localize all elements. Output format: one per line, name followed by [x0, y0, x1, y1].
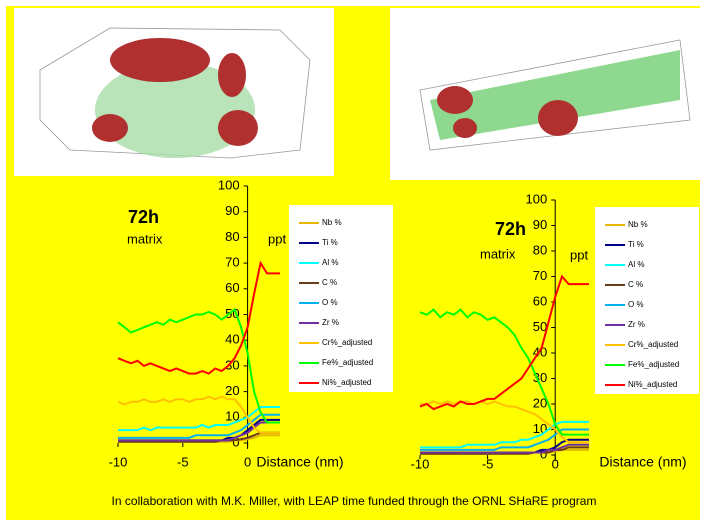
legend-label: Ni%_adjusted [628, 380, 677, 389]
y-tick-label: 80 [225, 229, 239, 244]
legend-label: Al % [322, 258, 338, 267]
x-axis-label: Distance (nm) [256, 454, 343, 470]
x-tick-label: 0 [244, 454, 251, 469]
x-tick-label: -5 [177, 454, 189, 469]
legend-label: Nb % [322, 218, 342, 227]
y-tick-label: 60 [225, 280, 239, 295]
legend-label: Nb % [628, 220, 648, 229]
y-tick-label: 70 [533, 268, 547, 283]
y-tick-label: 80 [533, 242, 547, 257]
page: In collaboration with M.K. Miller, with … [0, 0, 706, 528]
x-axis-label: Distance (nm) [599, 454, 686, 470]
legend-label: O % [628, 300, 644, 309]
y-tick-label: 90 [533, 217, 547, 232]
y-tick-label: 100 [218, 177, 240, 192]
legend-label: Al % [628, 260, 644, 269]
legend-label: Cr%_adjusted [322, 338, 372, 347]
legend-label: Fe%_adjusted [322, 358, 373, 367]
y-tick-label: 100 [525, 191, 547, 206]
legend-label: Ti % [628, 240, 644, 249]
y-tick-label: 10 [533, 421, 547, 436]
y-tick-label: 20 [225, 383, 239, 398]
legend-label: Zr % [628, 320, 645, 329]
annotation: ppt [570, 247, 588, 262]
legend-label: C % [628, 280, 643, 289]
annotation: ppt [268, 231, 286, 246]
legend-label: O % [322, 298, 338, 307]
legend-label: Zr % [322, 318, 339, 327]
slide: In collaboration with M.K. Miller, with … [0, 0, 706, 528]
legend-label: Ti % [322, 238, 338, 247]
y-tick-label: 40 [225, 332, 239, 347]
x-tick-label: 0 [552, 456, 559, 471]
y-tick-label: 70 [225, 255, 239, 270]
annotation: matrix [127, 231, 163, 246]
y-tick-label: 90 [225, 203, 239, 218]
x-tick-label: -10 [109, 454, 128, 469]
legend-label: Ni%_adjusted [322, 378, 371, 387]
annotation: 72h [495, 219, 526, 239]
annotation: matrix [480, 246, 516, 261]
legend-label: Cr%_adjusted [628, 340, 678, 349]
legend-label: Fe%_adjusted [628, 360, 679, 369]
x-tick-label: -5 [482, 456, 494, 471]
annotation: 72h [128, 207, 159, 227]
y-tick-label: 60 [533, 293, 547, 308]
y-tick-label: 0 [540, 446, 547, 461]
image-right [390, 8, 700, 180]
footnote: In collaboration with M.K. Miller, with … [112, 494, 597, 508]
legend-label: C % [322, 278, 337, 287]
x-tick-label: -10 [411, 456, 430, 471]
image-left [14, 8, 334, 176]
